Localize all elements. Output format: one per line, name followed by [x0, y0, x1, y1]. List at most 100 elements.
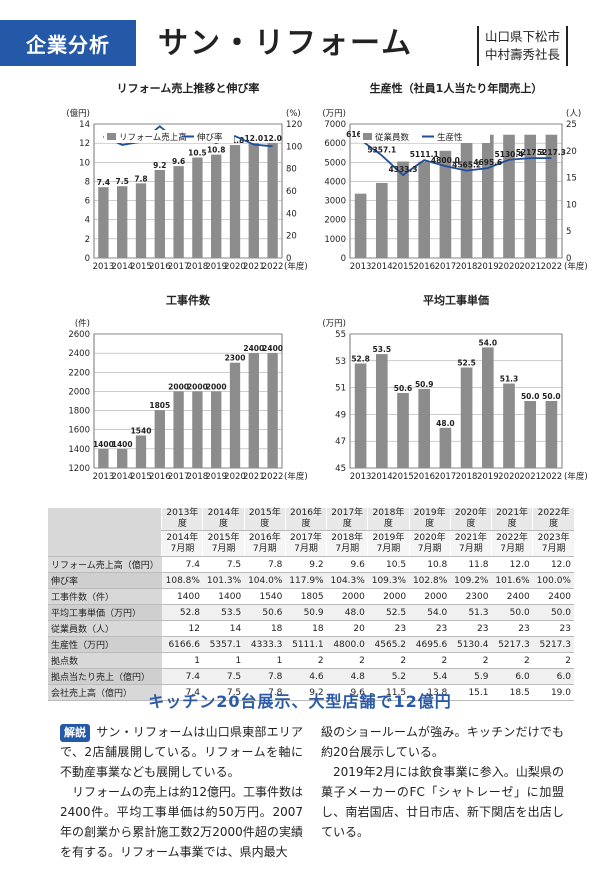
y2-tick-label: 25 — [566, 120, 577, 130]
chart-construction-count: 工事件数 (件) 1200 1400 1600 1800 2000 2200 2400 2600 2… — [48, 292, 310, 490]
bar-value-label: 9.6 — [172, 157, 185, 166]
y-tick-label: 45 — [335, 464, 346, 474]
y-tick-label: 0 — [85, 254, 90, 264]
table-cell: 104.0% — [244, 572, 286, 589]
bar — [211, 391, 222, 468]
x-tick-label: 2016 — [149, 472, 171, 482]
table-header-fy: 2017年度 — [326, 508, 368, 531]
legend-bg — [104, 130, 234, 143]
x-tick-label: 2016 — [149, 262, 171, 272]
x-axis-unit: (年度) — [564, 471, 588, 482]
table-header-period: 2018年 7月期 — [326, 530, 368, 557]
bar — [267, 143, 278, 258]
y-tick-label: 1000 — [324, 235, 346, 245]
y2-tick-label: 100 — [286, 142, 302, 152]
bar — [397, 161, 409, 258]
table-cell: 1400 — [161, 588, 203, 605]
y-tick-label: 4 — [85, 216, 90, 226]
y-axis-unit: (万円) — [322, 319, 346, 329]
table-cell: 2300 — [450, 588, 492, 605]
table-row: 会社売上高（億円） 7.4 7.5 7.8 9.2 9.6 11.5 13.8 15.1 18.5… — [48, 684, 574, 701]
y-tick-label: 2000 — [68, 387, 90, 397]
bar — [117, 186, 128, 258]
table-header-fy: 2019年度 — [408, 508, 451, 531]
table-cell: 9.6 — [326, 556, 368, 573]
bar-value-label: 9.2 — [153, 161, 166, 170]
x-tick-label: 2020 — [224, 262, 246, 272]
y2-tick-label: 20 — [566, 147, 577, 157]
y2-tick-label: 5 — [566, 227, 571, 237]
table-cell: 7.8 — [244, 668, 286, 685]
table-cell: 2 — [491, 652, 533, 669]
table-row: リフォーム売上高（億円） 7.4 7.5 7.8 9.2 9.6 10.5 10.8 11.8 1… — [48, 556, 574, 573]
chart-title: 生産性（社員1人当たり年間売上） — [370, 81, 543, 95]
table-cell: 5.4 — [409, 668, 451, 685]
table-cell: 15.1 — [450, 684, 492, 701]
table-cell: 54.0 — [409, 604, 451, 621]
bar — [460, 134, 473, 258]
y-tick-label: 2400 — [68, 349, 90, 359]
table-cell: 4695.6 — [409, 636, 451, 653]
y-tick-label: 6000 — [324, 139, 346, 149]
table-cell: 2 — [409, 652, 451, 669]
x-tick-label: 2022 — [262, 472, 284, 482]
bar-value-label: 48.0 — [436, 419, 455, 428]
article-paragraph: 2019年2月には飲食事業に参入。山梨県の菓子メーカーのFC「シャトレーゼ」に加… — [321, 765, 564, 839]
table-header-period: 2016年 7月期 — [243, 530, 286, 557]
table-cell: 50.0 — [491, 604, 533, 621]
table-cell: 109.3% — [367, 572, 410, 589]
bar-value-label: 12.0 — [245, 134, 264, 143]
table-cell: 20 — [326, 620, 368, 637]
bar — [503, 383, 515, 468]
table-cell: 52.8 — [161, 604, 203, 621]
table-cell: 7.8 — [244, 556, 286, 573]
row-label: 平均工事単価（万円） — [48, 604, 162, 621]
y2-tick-label: 80 — [286, 165, 297, 175]
row-label: 工事件数（件） — [48, 588, 162, 605]
table-cell: 18 — [244, 620, 286, 637]
table-cell: 101.6% — [491, 572, 533, 589]
table-cell: 2000 — [409, 588, 451, 605]
y-tick-label: 2 — [85, 235, 90, 245]
table-header-fy: 2016年度 — [284, 508, 327, 531]
line-value-label: 5217.3 — [537, 148, 566, 157]
table-cell: 5.2 — [367, 668, 410, 685]
y-tick-label: 1200 — [68, 464, 90, 474]
y-tick-label: 4000 — [324, 177, 346, 187]
x-tick-label: 2021 — [519, 262, 541, 272]
bar-value-label: 2400 — [262, 344, 283, 353]
x-tick-label: 2017 — [435, 472, 457, 482]
y2-tick-label: 10 — [566, 200, 577, 210]
bar — [354, 193, 367, 258]
bar-value-label: 2400 — [243, 344, 264, 353]
chart-average-price: 平均工事単価 (万円) 45 47 49 51 53 55 2013 2014 2015 2016 20… — [310, 292, 590, 490]
y2-tick-label: 15 — [566, 174, 577, 184]
y-tick-label: 7000 — [324, 120, 346, 130]
table-header-period: 2014年 7月期 — [161, 530, 203, 557]
table-cell: 7.4 — [161, 684, 203, 701]
person-box: 山口県下松市 中村壽秀社長 — [477, 26, 569, 66]
line-value-label: 4333.3 — [389, 165, 418, 174]
y-tick-label: 1600 — [68, 426, 90, 436]
x-axis-unit: (年度) — [284, 471, 308, 482]
y-tick-label: 55 — [335, 330, 346, 340]
bar-value-label: 10.8 — [207, 146, 226, 155]
y-tick-label: 0 — [341, 254, 346, 264]
table-cell: 4.6 — [285, 668, 327, 685]
bar-value-label: 50.6 — [394, 384, 413, 393]
bar — [154, 169, 165, 258]
bar-value-label: 1805 — [149, 401, 170, 410]
bar — [418, 161, 431, 258]
table-cell: 102.8% — [409, 572, 451, 589]
chart-reform-sales: リフォーム売上推移と伸び率 (億円) (%) 0 2 4 6 8 10 12 14 0 20 40 60 80… — [48, 80, 310, 280]
bar — [524, 134, 537, 258]
table-cell: 2 — [450, 652, 492, 669]
table-cell: 7.4 — [161, 556, 203, 573]
table-header-period: 2021年 7月期 — [449, 530, 492, 557]
x-tick-label: 2022 — [541, 472, 563, 482]
table-row: 拠点数 1 1 1 2 2 2 2 2 2 2 — [48, 652, 574, 669]
legend-swatch-bar — [107, 133, 116, 140]
table-cell: 108.8% — [161, 572, 203, 589]
president-name: 中村壽秀社長 — [485, 47, 561, 62]
x-tick-label: 2018 — [456, 262, 478, 272]
